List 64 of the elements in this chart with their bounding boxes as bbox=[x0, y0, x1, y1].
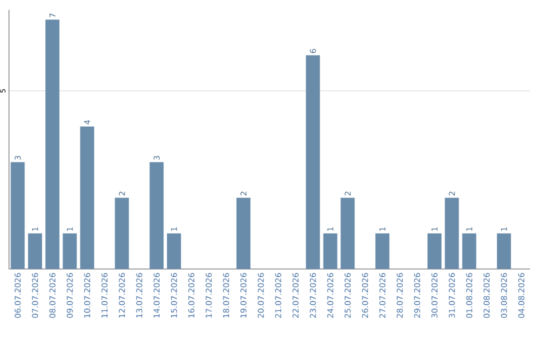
data-label: 7 bbox=[50, 14, 56, 18]
bar bbox=[236, 198, 250, 269]
data-label: 6 bbox=[310, 48, 316, 53]
x-tick-label: 10.07.2026 bbox=[84, 273, 90, 318]
bar bbox=[45, 20, 60, 269]
data-label: 2 bbox=[118, 192, 125, 196]
x-tick-label: 20.07.2026 bbox=[258, 273, 264, 318]
bar bbox=[444, 198, 459, 269]
x-tick-label: 28.07.2026 bbox=[396, 273, 403, 318]
x-tick-label: 15.07.2026 bbox=[170, 273, 178, 318]
bar bbox=[323, 233, 338, 269]
bar bbox=[10, 162, 25, 269]
x-tick-label: 14.07.2026 bbox=[154, 273, 160, 318]
data-label: 1 bbox=[501, 227, 507, 231]
data-label: 2 bbox=[240, 192, 246, 196]
x-tick-label: 02.08.2026 bbox=[484, 273, 490, 318]
data-label: 1 bbox=[66, 227, 73, 231]
x-tick-label: 26.07.2026 bbox=[362, 273, 368, 318]
x-tick-label: 06.07.2026 bbox=[14, 273, 21, 318]
bar bbox=[150, 162, 164, 269]
bar bbox=[62, 233, 77, 269]
data-label: 1 bbox=[379, 227, 386, 231]
x-tick-label: 23.07.2026 bbox=[310, 273, 316, 318]
data-label: 3 bbox=[14, 156, 21, 160]
x-tick-label: 09.07.2026 bbox=[66, 273, 73, 318]
bar bbox=[427, 233, 442, 269]
data-label: 1 bbox=[327, 227, 334, 231]
data-label: 1 bbox=[171, 227, 177, 231]
x-tick-label: 27.07.2026 bbox=[379, 273, 386, 318]
data-label: 1 bbox=[466, 227, 472, 231]
data-label: 2 bbox=[448, 192, 455, 196]
data-label: 1 bbox=[32, 227, 38, 231]
bar bbox=[166, 233, 181, 269]
x-tick-label: 16.07.2026 bbox=[188, 273, 194, 318]
x-tick-label: 01.08.2026 bbox=[466, 273, 472, 318]
x-tick-label: 08.07.2026 bbox=[49, 273, 56, 318]
x-tick-label: 24.07.2026 bbox=[327, 273, 334, 318]
x-tick-label: 29.07.2026 bbox=[414, 273, 420, 318]
x-tick-label: 18.07.2026 bbox=[223, 273, 230, 318]
x-tick-label: 22.07.2026 bbox=[292, 273, 299, 318]
data-label: 3 bbox=[154, 156, 160, 160]
bar bbox=[306, 55, 320, 269]
x-tick-label: 04.08.2026 bbox=[518, 273, 524, 318]
bar bbox=[114, 198, 129, 269]
x-tick-label: 31.07.2026 bbox=[448, 273, 455, 318]
x-tick-label: 03.08.2026 bbox=[500, 273, 507, 318]
x-tick-label: 07.07.2026 bbox=[32, 273, 38, 318]
x-tick-label: 25.07.2026 bbox=[344, 273, 351, 318]
x-tick-label: 17.07.2026 bbox=[206, 273, 212, 318]
bar bbox=[496, 233, 511, 269]
x-tick-label: 19.07.2026 bbox=[240, 273, 246, 318]
data-label: 1 bbox=[432, 227, 438, 231]
x-tick-label: 11.07.2026 bbox=[101, 273, 108, 318]
x-tick-label: 12.07.2026 bbox=[118, 273, 125, 318]
x-tick-label: 21.07.2026 bbox=[275, 273, 282, 318]
bar bbox=[340, 198, 355, 269]
data-label: 2 bbox=[344, 192, 351, 196]
bar bbox=[28, 233, 42, 269]
x-tick-label: 30.07.2026 bbox=[431, 273, 438, 318]
x-tick-label: 13.07.2026 bbox=[136, 273, 142, 318]
bar bbox=[375, 233, 390, 269]
bar bbox=[462, 233, 476, 269]
bar bbox=[80, 126, 94, 269]
data-label: 4 bbox=[84, 120, 90, 124]
